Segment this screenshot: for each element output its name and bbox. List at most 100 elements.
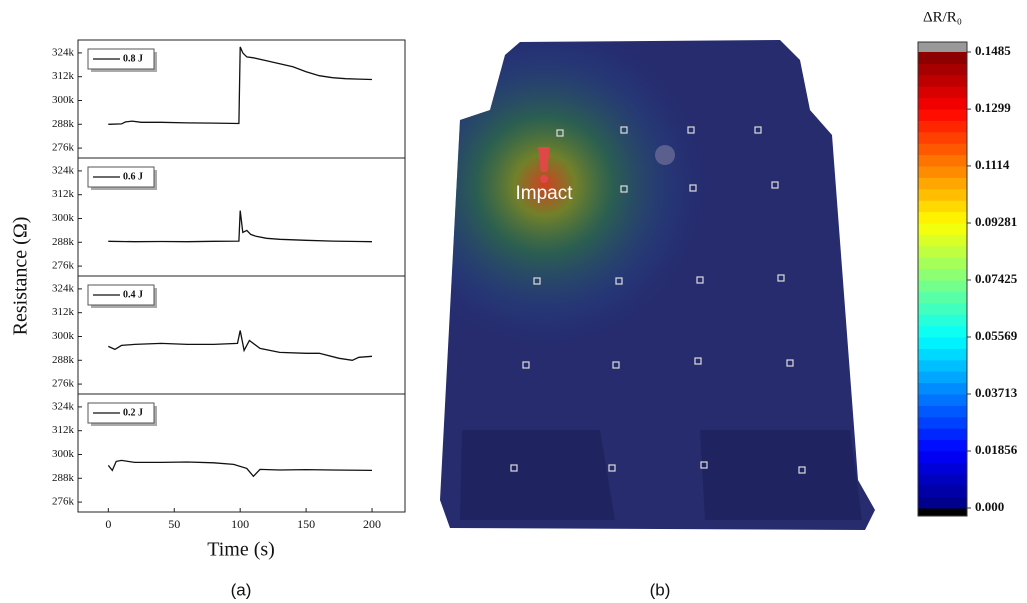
- color-step: [918, 245, 967, 258]
- color-step: [918, 405, 967, 418]
- color-step: [918, 200, 967, 213]
- impact-marker: [538, 147, 550, 172]
- color-step: [918, 52, 967, 64]
- data-line: [108, 46, 373, 125]
- x-tick-label: 100: [231, 517, 249, 531]
- recess: [700, 430, 862, 520]
- color-step: [918, 325, 967, 338]
- color-step: [918, 485, 967, 498]
- color-step: [918, 462, 967, 475]
- color-step: [918, 451, 967, 463]
- sensor-points: [510, 126, 806, 474]
- y-tick-label: 300k: [52, 448, 75, 460]
- under-color: [918, 508, 967, 516]
- y-tick-label: 276k: [52, 378, 75, 390]
- recess: [460, 430, 615, 520]
- y-tick-label: 312k: [52, 188, 75, 200]
- colorbar-frame: [917, 41, 968, 517]
- legend-box: [87, 48, 155, 70]
- color-step: [918, 154, 967, 167]
- color-step: [918, 234, 967, 247]
- color-step: [918, 268, 967, 281]
- colorbar-tick-label: 0.07425: [975, 271, 1018, 286]
- color-step: [918, 223, 967, 235]
- panel-label: (a): [231, 580, 252, 599]
- color-step: [918, 371, 967, 384]
- color-step: [918, 143, 967, 156]
- color-step: [918, 166, 967, 178]
- hole: [655, 145, 675, 165]
- x-tick-label: 150: [297, 517, 315, 531]
- color-step: [918, 97, 967, 110]
- y-axis-label: Resistance (Ω): [10, 217, 32, 336]
- color-step: [918, 302, 967, 315]
- colorbar-tick-label: 0.1485: [975, 43, 1011, 58]
- colorbar-tick-label: 0.000: [975, 499, 1004, 514]
- legend-label: 0.2 J: [123, 407, 143, 418]
- color-step: [918, 416, 967, 429]
- heatmap-image: [440, 40, 875, 530]
- color-step: [918, 257, 967, 270]
- y-tick-label: 276k: [52, 496, 75, 508]
- colorbar-tick-label: 0.1299: [975, 100, 1011, 115]
- y-tick-label: 288k: [52, 472, 75, 484]
- color-step: [918, 439, 967, 452]
- legend-box: [87, 402, 155, 424]
- color-step: [918, 86, 967, 99]
- legend-label: 0.4 J: [123, 289, 143, 300]
- color-step: [918, 74, 967, 87]
- y-tick-label: 300k: [52, 212, 75, 224]
- color-step: [918, 359, 967, 372]
- colorbar-tick-label: 0.03713: [975, 385, 1018, 400]
- color-step: [918, 120, 967, 133]
- y-tick-label: 276k: [52, 260, 75, 272]
- colorbar-tick-label: 0.01856: [975, 442, 1018, 457]
- panel-label: (b): [650, 580, 671, 599]
- y-tick-label: 312k: [52, 424, 75, 436]
- color-step: [918, 280, 967, 292]
- x-tick-label: 50: [168, 517, 180, 531]
- annotation: Impact: [515, 183, 573, 204]
- colorbar-title: ΔR/R₀: [923, 9, 962, 25]
- y-tick-label: 312k: [52, 70, 75, 82]
- legend-label: 0.6 J: [123, 171, 143, 182]
- y-tick-label: 324k: [52, 46, 75, 58]
- legend-box: [87, 166, 155, 188]
- y-tick-label: 288k: [52, 354, 75, 366]
- y-tick-label: 288k: [52, 236, 75, 248]
- heat-region: [440, 40, 875, 530]
- over-color: [918, 42, 967, 52]
- color-step: [918, 109, 967, 121]
- color-step: [918, 177, 967, 190]
- legend-label: 0.8 J: [123, 53, 143, 64]
- plot-frame: [77, 393, 406, 513]
- x-tick-label: 200: [363, 517, 381, 531]
- color-step: [918, 314, 967, 327]
- x-tick-label: 0: [105, 517, 111, 531]
- color-step: [918, 428, 967, 441]
- color-step: [918, 211, 967, 224]
- y-tick-label: 288k: [52, 118, 75, 130]
- y-tick-label: 324k: [52, 282, 75, 294]
- colorbar-tick-label: 0.1114: [975, 157, 1010, 172]
- color-step: [918, 382, 967, 395]
- color-step: [918, 131, 967, 144]
- y-tick-label: 324k: [52, 400, 75, 412]
- color-step: [918, 291, 967, 304]
- color-step: [918, 188, 967, 201]
- y-tick-label: 312k: [52, 306, 75, 318]
- y-tick-label: 276k: [52, 142, 75, 154]
- color-step: [918, 473, 967, 486]
- color-step: [918, 394, 967, 406]
- legend-box: [87, 284, 155, 306]
- impact-marker: [540, 175, 548, 183]
- color-step: [918, 337, 967, 349]
- color-step: [918, 63, 967, 76]
- x-axis-label: Time (s): [207, 539, 275, 561]
- y-tick-label: 300k: [52, 94, 75, 106]
- data-line: [107, 459, 373, 478]
- color-step: [918, 348, 967, 361]
- colorbar-tick-label: 0.09281: [975, 214, 1017, 229]
- y-tick-label: 324k: [52, 164, 75, 176]
